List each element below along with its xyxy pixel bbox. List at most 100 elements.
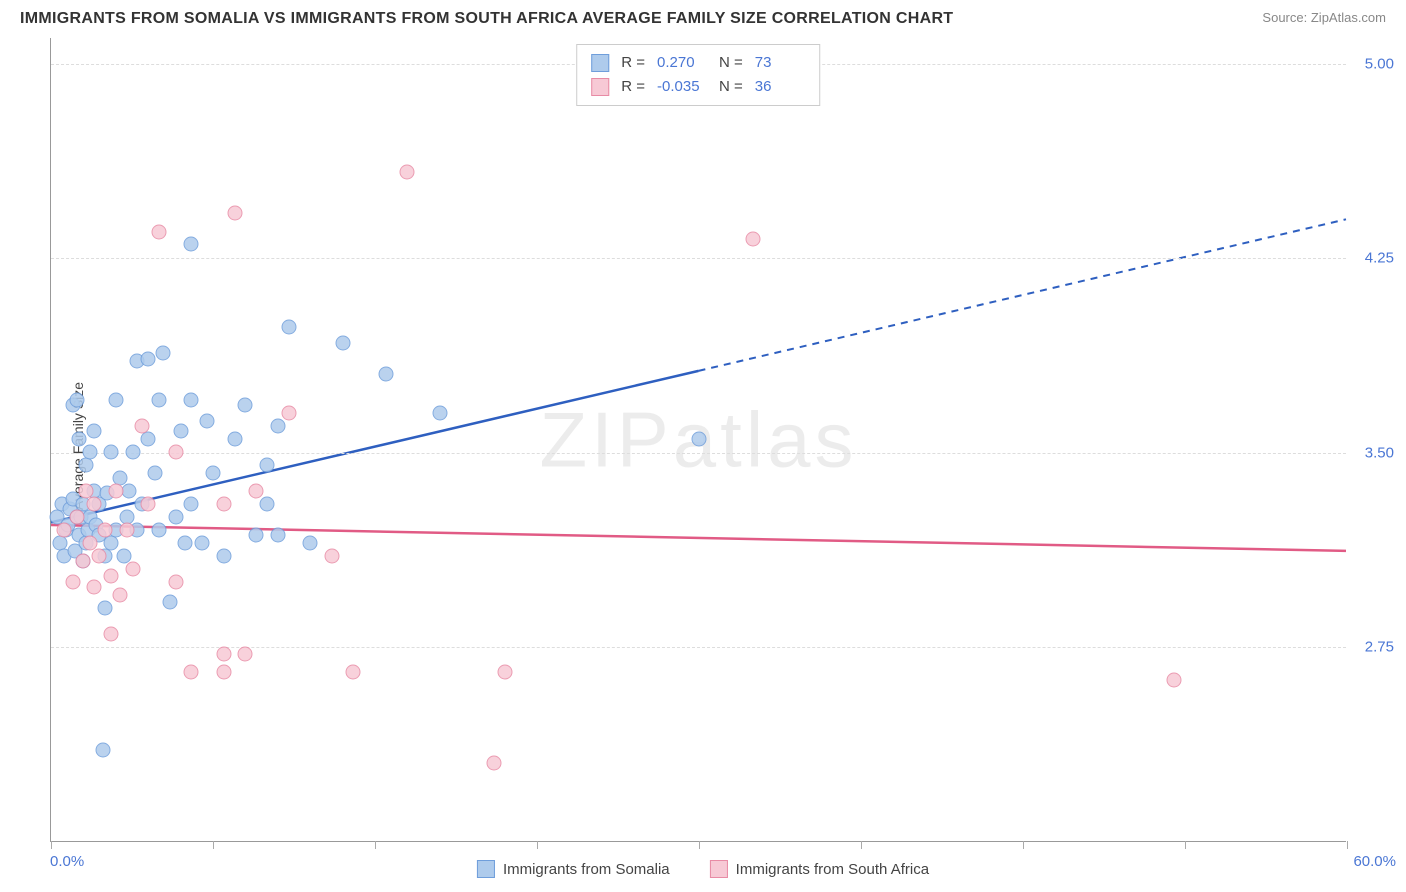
data-point (281, 320, 296, 335)
data-point (141, 351, 156, 366)
data-point (184, 496, 199, 511)
data-point (216, 496, 231, 511)
data-point (82, 444, 97, 459)
data-point (72, 432, 87, 447)
data-point (184, 237, 199, 252)
x-tick (213, 841, 214, 849)
data-point (346, 665, 361, 680)
r-value: 0.270 (657, 51, 707, 75)
data-point (65, 574, 80, 589)
data-point (270, 419, 285, 434)
data-point (126, 444, 141, 459)
data-point (692, 432, 707, 447)
data-point (335, 336, 350, 351)
data-point (91, 548, 106, 563)
data-point (249, 527, 264, 542)
trend-line-south_africa (51, 525, 1346, 551)
data-point (184, 393, 199, 408)
y-tick-label: 3.50 (1365, 444, 1394, 461)
r-label: R = (621, 51, 645, 75)
y-tick-label: 4.25 (1365, 250, 1394, 267)
data-point (56, 522, 71, 537)
legend-swatch (591, 78, 609, 96)
data-point (184, 665, 199, 680)
source-attribution: Source: ZipAtlas.com (1262, 10, 1386, 25)
data-point (238, 647, 253, 662)
data-point (98, 600, 113, 615)
legend-stat-row: R = 0.270 N = 73 (591, 51, 805, 75)
legend-label: Immigrants from Somalia (503, 861, 670, 878)
data-point (121, 483, 136, 498)
data-point (152, 393, 167, 408)
data-point (69, 393, 84, 408)
x-tick (537, 841, 538, 849)
x-axis-min: 0.0% (50, 853, 84, 870)
data-point (281, 406, 296, 421)
data-point (195, 535, 210, 550)
data-point (216, 665, 231, 680)
data-point (746, 232, 761, 247)
data-point (98, 522, 113, 537)
legend-stat-row: R = -0.035 N = 36 (591, 75, 805, 99)
data-point (227, 206, 242, 221)
data-point (104, 569, 119, 584)
data-point (119, 522, 134, 537)
x-tick (1347, 841, 1348, 849)
x-tick (1023, 841, 1024, 849)
data-point (260, 496, 275, 511)
legend-stats: R = 0.270 N = 73 R = -0.035 N = 36 (576, 44, 820, 106)
data-point (108, 393, 123, 408)
legend-series: Immigrants from Somalia Immigrants from S… (477, 860, 929, 878)
data-point (1167, 673, 1182, 688)
data-point (169, 509, 184, 524)
data-point (173, 424, 188, 439)
data-point (400, 164, 415, 179)
chart-title: IMMIGRANTS FROM SOMALIA VS IMMIGRANTS FR… (20, 10, 953, 28)
gridline (51, 258, 1346, 259)
data-point (108, 483, 123, 498)
data-point (134, 419, 149, 434)
n-value: 36 (755, 75, 805, 99)
x-tick (861, 841, 862, 849)
data-point (249, 483, 264, 498)
y-tick-label: 5.00 (1365, 55, 1394, 72)
data-point (497, 665, 512, 680)
source-name: ZipAtlas.com (1311, 10, 1386, 25)
data-point (169, 574, 184, 589)
data-point (199, 413, 214, 428)
r-label: R = (621, 75, 645, 99)
n-label: N = (719, 51, 743, 75)
data-point (87, 496, 102, 511)
n-value: 73 (755, 51, 805, 75)
data-point (156, 346, 171, 361)
data-point (113, 587, 128, 602)
n-label: N = (719, 75, 743, 99)
data-point (486, 756, 501, 771)
data-point (206, 465, 221, 480)
data-point (260, 457, 275, 472)
data-point (432, 406, 447, 421)
plot-area: ZIPatlas 2.753.504.255.00 (50, 38, 1346, 842)
legend-swatch (710, 860, 728, 878)
data-point (216, 548, 231, 563)
data-point (104, 535, 119, 550)
data-point (303, 535, 318, 550)
r-value: -0.035 (657, 75, 707, 99)
data-point (177, 535, 192, 550)
data-point (227, 432, 242, 447)
x-tick (1185, 841, 1186, 849)
data-point (87, 579, 102, 594)
x-tick (375, 841, 376, 849)
data-point (238, 398, 253, 413)
data-point (216, 647, 231, 662)
data-point (104, 444, 119, 459)
x-axis-max: 60.0% (1353, 853, 1396, 870)
legend-swatch (591, 54, 609, 72)
data-point (87, 424, 102, 439)
data-point (378, 367, 393, 382)
legend-label: Immigrants from South Africa (736, 861, 929, 878)
data-point (104, 626, 119, 641)
y-tick-label: 2.75 (1365, 639, 1394, 656)
data-point (147, 465, 162, 480)
data-point (95, 743, 110, 758)
